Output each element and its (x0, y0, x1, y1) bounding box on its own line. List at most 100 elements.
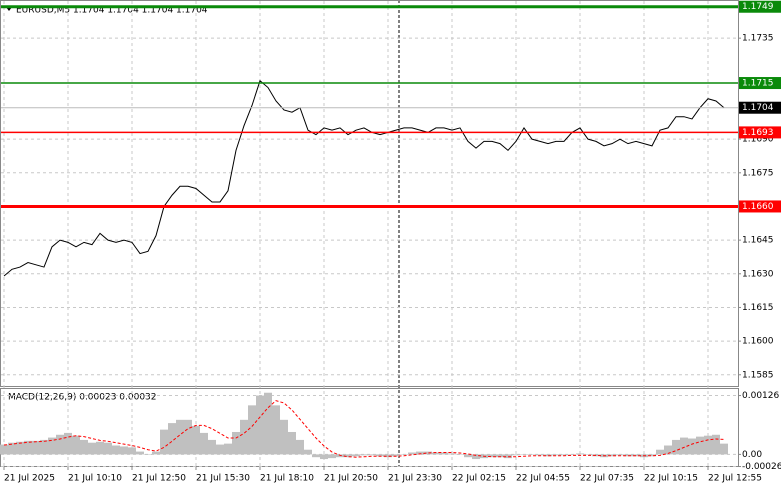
macd-bar (24, 440, 32, 455)
x-tick-label: 21 Jul 12:50 (132, 474, 186, 484)
macd-bar (112, 445, 120, 455)
macd-bar (488, 454, 496, 458)
x-tick-label: 21 Jul 23:30 (388, 474, 442, 484)
macd-bar (176, 419, 184, 455)
macd-bar (208, 439, 216, 455)
y-tick-label: 1.1690 (742, 135, 774, 145)
macd-bar (696, 436, 704, 455)
x-tick-label: 21 Jul 20:50 (324, 474, 378, 484)
chart-title: EURUSD,M5 1.1704 1.1704 1.1704 1.1704 (16, 6, 208, 16)
macd-bar (368, 454, 376, 456)
macd-bar (152, 451, 160, 455)
macd-bar (672, 439, 680, 455)
macd-bar (520, 454, 528, 455)
x-tick-label: 22 Jul 12:55 (708, 474, 762, 484)
macd-bar (400, 454, 408, 455)
macd-bar (656, 449, 664, 455)
level-label-box (739, 126, 781, 139)
macd-bar (88, 442, 96, 455)
macd-bar (32, 440, 40, 455)
macd-bar (216, 444, 224, 455)
macd-bar (120, 446, 128, 455)
macd-bar (512, 454, 520, 456)
macd-bar (16, 441, 24, 455)
y-tick-label: 1.1645 (742, 236, 774, 246)
macd-bar (288, 431, 296, 455)
macd-bar (80, 439, 88, 455)
macd-bar (360, 454, 368, 456)
macd-bar (440, 452, 448, 455)
main-frame (0, 0, 739, 387)
macd-bar (504, 454, 512, 459)
x-tick-label: 22 Jul 04:55 (516, 474, 570, 484)
macd-bar (664, 445, 672, 455)
macd-bar (680, 437, 688, 455)
macd-bar (296, 439, 304, 455)
macd-bar (552, 454, 560, 456)
macd-bar (312, 454, 320, 458)
macd-title: MACD(12,26,9) 0.00023 0.00032 (8, 393, 157, 403)
y-tick-label: 0.00126 (742, 391, 779, 401)
x-tick-label: 22 Jul 07:35 (580, 474, 634, 484)
y-tick-label: 1.1585 (742, 370, 774, 380)
macd-bar (168, 423, 176, 455)
macd-bar (472, 454, 480, 460)
macd-bar (392, 454, 400, 457)
y-tick-label: 1.1600 (742, 337, 774, 347)
macd-bar (232, 431, 240, 455)
y-tick-label: 1.1615 (742, 303, 774, 313)
macd-bar (184, 419, 192, 455)
macd-bar (48, 437, 56, 455)
x-tick-label: 21 Jul 18:10 (260, 474, 314, 484)
macd-bar (648, 454, 656, 457)
macd-bar (456, 454, 464, 455)
macd-bar (720, 443, 728, 455)
level-label-box (739, 0, 781, 13)
level-label: 1.1749 (742, 2, 774, 12)
macd-bar (416, 451, 424, 455)
macd-bar (160, 429, 168, 455)
macd-bar (304, 449, 312, 455)
macd-bar (64, 432, 72, 455)
macd-bar (40, 439, 48, 455)
macd-bar (224, 443, 232, 455)
macd-bar (432, 452, 440, 455)
macd-bar (704, 435, 712, 455)
macd-bar (496, 454, 504, 458)
level-label: 1.1660 (742, 202, 774, 212)
level-label-box (739, 200, 781, 213)
x-tick-label: 21 Jul 10:10 (68, 474, 122, 484)
y-tick-label: 1.1735 (742, 34, 774, 44)
macd-bar (320, 454, 328, 460)
macd-bar (248, 405, 256, 455)
macd-bar (72, 435, 80, 455)
macd-bar (128, 447, 136, 455)
macd-bar (256, 395, 264, 455)
macd-bar (96, 441, 104, 455)
x-tick-label: 22 Jul 02:15 (452, 474, 506, 484)
macd-bar (328, 454, 336, 459)
macd-bar (136, 451, 144, 455)
x-tick-label: 21 Jul 2025 (4, 474, 55, 484)
macd-bar (536, 454, 544, 456)
level-label: 1.1715 (742, 79, 774, 89)
level-label: 1.1693 (742, 128, 774, 138)
y-tick-label: 0.00 (742, 450, 762, 460)
macd-bar (688, 438, 696, 455)
macd-bar (624, 454, 632, 457)
signal-line (3, 400, 725, 458)
macd-bar (576, 453, 584, 455)
macd-bar (0, 444, 8, 455)
macd-bar (280, 419, 288, 455)
macd-bar (560, 454, 568, 456)
macd-bar (608, 454, 616, 457)
level-label-box (739, 77, 781, 90)
macd-bar (104, 442, 112, 455)
macd-bar (568, 454, 576, 455)
macd-bar (8, 442, 16, 455)
macd-bar (464, 454, 472, 458)
macd-bar (192, 425, 200, 455)
macd-bar (264, 392, 272, 455)
